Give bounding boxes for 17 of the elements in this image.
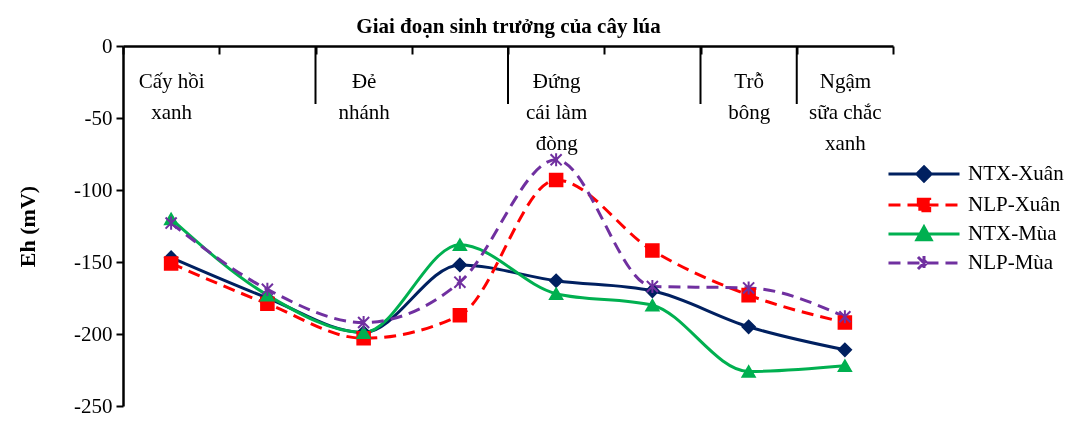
x-tick-label: Trỗ bông — [728, 68, 771, 124]
y-tick-label: -50 — [84, 105, 113, 130]
legend-label: NTX-Mùa — [968, 221, 1058, 245]
x-tick-label: Ngậm sữa chắc xanh — [809, 68, 882, 155]
y-tick-label: -200 — [74, 321, 113, 346]
y-tick-label: -150 — [74, 249, 113, 274]
x-axis-title: Giai đoạn sinh trưởng của cây lúa — [356, 13, 662, 38]
y-tick-label: -250 — [74, 393, 113, 418]
x-tick-label: Đẻ nhánh — [338, 68, 391, 124]
legend-label: NLP-Xuân — [968, 192, 1061, 216]
x-tick-label: Cấy hồi xanh — [138, 68, 205, 124]
y-tick-label: -100 — [74, 177, 113, 202]
legend-label: NTX-Xuân — [968, 161, 1065, 185]
y-tick-label: 0 — [102, 33, 113, 58]
legend-label: NLP-Mùa — [968, 250, 1054, 274]
x-tick-label: Đứng cái làm đòng — [526, 68, 588, 155]
y-axis-title: Eh (mV) — [15, 185, 41, 268]
